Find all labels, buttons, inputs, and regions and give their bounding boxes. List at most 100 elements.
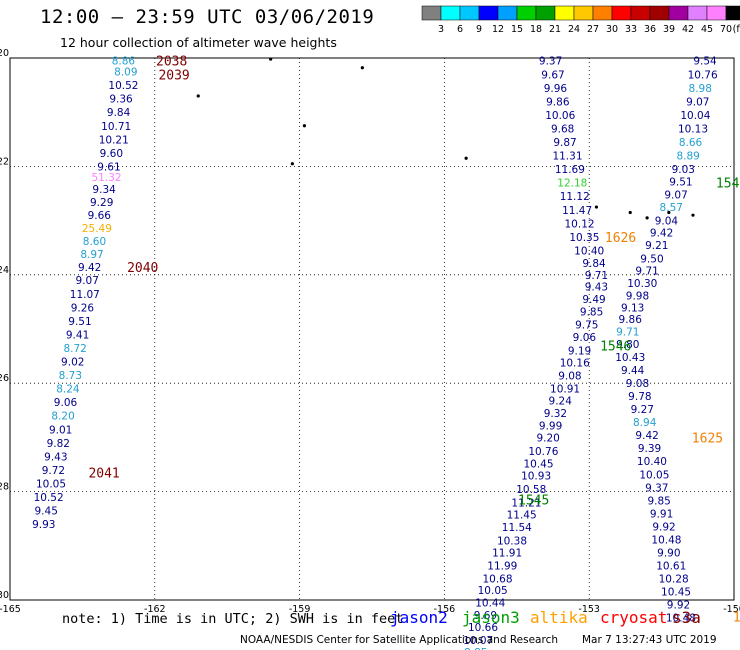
wave-height-value: 9.04 [655, 216, 679, 228]
wave-height-value: 9.42 [635, 430, 658, 442]
wave-height-value: 9.85 [580, 307, 603, 319]
island-marker [691, 213, 695, 217]
wave-height-value: 10.07 [463, 635, 493, 647]
wave-height-value: 9.85 [647, 495, 670, 507]
colorbar-tick-label: 30 [606, 24, 618, 35]
wave-height-value: 10.61 [656, 560, 686, 572]
wave-height-value: 9.01 [49, 424, 72, 436]
wave-height-value: 11.99 [487, 560, 517, 572]
wave-height-value: 10.04 [680, 110, 710, 122]
wave-height-value: 9.54 [693, 56, 717, 68]
wave-height-value: 8.60 [83, 236, 106, 248]
wave-height-value: 9.45 [35, 506, 58, 518]
wave-height-value: 9.49 [582, 294, 605, 306]
wave-height-value: 9.39 [638, 443, 661, 455]
wave-height-value: 9.96 [544, 83, 568, 95]
wave-height-value: 9.07 [686, 96, 709, 108]
colorbar-tick-label: 3 [438, 24, 444, 35]
island-marker [594, 205, 599, 209]
wave-height-value: 9.87 [553, 137, 576, 149]
wave-height-value: 10.48 [651, 534, 681, 546]
legend-cryosat: cryosat [600, 608, 668, 627]
wave-height-value: 9.78 [628, 391, 651, 403]
wave-height-value: 11.21 [511, 497, 541, 509]
colorbar-swatch [725, 5, 740, 21]
credit-text: NOAA/NESDIS Center for Satellite Applica… [240, 634, 558, 646]
wave-height-value: 9.75 [575, 320, 598, 332]
wave-height-value: 9.37 [539, 56, 562, 68]
wave-height-value: 8.20 [51, 411, 74, 423]
wave-height-value: 10.05 [36, 478, 66, 490]
wave-height-value: 9.13 [621, 302, 644, 314]
island-marker [667, 210, 671, 215]
lon-tick-label: -159 [289, 604, 311, 615]
wave-height-value: 9.72 [42, 465, 65, 477]
wave-height-value: 9.43 [585, 282, 608, 294]
lon-tick-label: -150 [723, 604, 740, 615]
colorbar-tick-label: 36 [644, 24, 656, 35]
wave-height-value: 9.92 [652, 521, 675, 533]
colorbar-unit-label: (ft) [733, 24, 740, 35]
colorbar-tick-label: 9 [476, 24, 482, 35]
pass-time-label: 1547 [716, 177, 740, 192]
lon-tick-label: -165 [0, 604, 21, 615]
lon-tick-label: -153 [578, 604, 600, 615]
wave-height-value: 11.31 [552, 151, 582, 163]
wave-height-value: 9.24 [549, 396, 573, 408]
wave-height-value: 10.21 [99, 134, 129, 146]
island-marker [645, 216, 649, 220]
wave-height-value: 10.30 [627, 278, 657, 290]
wave-height-value: 10.68 [482, 573, 512, 585]
wave-height-value: 10.45 [661, 586, 691, 598]
wave-height-value: 51.32 [92, 172, 122, 184]
wave-height-value: 10.71 [101, 121, 131, 133]
wave-height-value: 9.69 [474, 610, 497, 622]
lon-tick-label: -156 [434, 604, 456, 615]
wave-height-value: 9.08 [558, 371, 581, 383]
page-subtitle: 12 hour collection of altimeter wave hei… [60, 35, 337, 50]
pass-time-label: 1626 [605, 231, 636, 246]
wave-height-value: 9.91 [650, 508, 673, 520]
wave-height-value: 9.84 [582, 258, 606, 270]
wave-height-value: 8.73 [59, 370, 82, 382]
wave-height-value: 10.76 [688, 69, 718, 81]
lat-tick-label: -22 [0, 156, 9, 167]
wave-height-value: 10.52 [108, 80, 138, 92]
wave-height-value: 10.44 [475, 598, 505, 610]
legend-altika: altika [530, 608, 588, 627]
pass-time-label: 2040 [127, 261, 158, 276]
wave-height-value: 9.06 [573, 332, 597, 344]
legend-jason2: jason2 [390, 608, 448, 627]
pass-time-label: 2039 [158, 68, 189, 83]
wave-height-value: 10.05 [639, 469, 669, 481]
colorbar-tick-label: 39 [663, 24, 675, 35]
wave-height-value: 8.86 [112, 56, 136, 68]
colorbar-tick-label: 6 [457, 24, 463, 35]
wave-height-value: 12.18 [557, 178, 587, 190]
wave-height-value: 8.66 [679, 137, 703, 149]
colorbar-tick-label: 12 [492, 24, 504, 35]
colorbar-tick-label: 21 [549, 24, 561, 35]
wave-height-value: 9.68 [551, 123, 574, 135]
wave-height-value: 10.12 [565, 218, 595, 230]
wave-height-value: 9.66 [88, 210, 112, 222]
wave-height-value: 9.29 [90, 197, 113, 209]
island-marker [360, 66, 364, 70]
wave-height-value: 9.20 [536, 432, 559, 444]
wave-height-value: 10.13 [678, 123, 708, 135]
colorbar-tick-label: 15 [511, 24, 523, 35]
wave-height-value: 10.40 [574, 245, 604, 257]
colorbar-tick-label: 42 [682, 24, 694, 35]
colorbar-tick-label: 33 [625, 24, 637, 35]
wave-height-value: 8.85 [464, 647, 487, 650]
wave-height-value: 9.26 [71, 302, 95, 314]
colorbar-tick-label: 70 [720, 24, 732, 35]
lat-tick-label: -20 [0, 48, 9, 59]
wave-height-value: 8.72 [63, 343, 86, 355]
wave-height-value: 9.44 [621, 365, 645, 377]
wave-height-value: 10.45 [523, 458, 553, 470]
wave-height-value: 10.16 [560, 358, 590, 370]
wave-height-value: 8.97 [80, 249, 103, 261]
